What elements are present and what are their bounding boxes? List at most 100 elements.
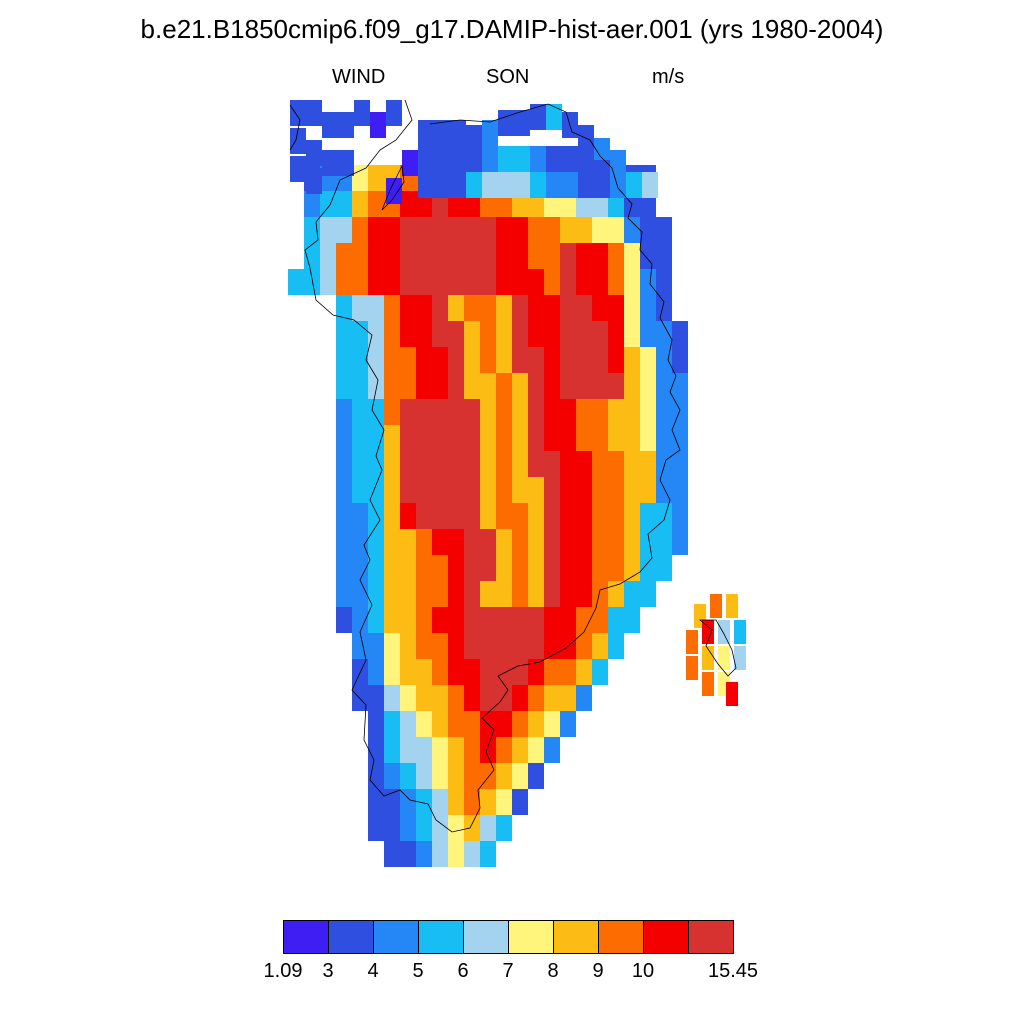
wind-speed-cell	[464, 347, 480, 373]
wind-speed-cell	[368, 269, 384, 295]
wind-speed-cell	[576, 555, 592, 581]
wind-speed-cell	[496, 217, 512, 243]
wind-speed-cell	[306, 168, 322, 194]
wind-speed-cell	[656, 425, 672, 451]
colorbar-swatch	[328, 920, 374, 954]
wind-speed-cell	[640, 295, 656, 321]
wind-speed-cell	[384, 685, 400, 711]
wind-speed-cell	[528, 373, 544, 399]
wind-speed-cell	[368, 191, 384, 217]
wind-speed-cell	[448, 711, 464, 737]
wind-speed-cell	[514, 172, 530, 198]
wind-speed-cell	[544, 503, 560, 529]
wind-speed-cell	[512, 269, 528, 295]
wind-speed-cell	[336, 607, 352, 633]
wind-speed-cell	[368, 373, 384, 399]
wind-speed-cell	[608, 399, 624, 425]
colorbar-tick-label: 9	[592, 960, 604, 982]
wind-speed-cell	[336, 451, 352, 477]
wind-speed-cell	[512, 789, 528, 815]
wind-speed-cell	[496, 659, 512, 685]
wind-speed-cell	[432, 451, 448, 477]
wind-speed-cell	[384, 841, 400, 867]
wind-speed-cell	[368, 477, 384, 503]
wind-speed-cell	[560, 451, 576, 477]
wind-speed-cell	[624, 217, 640, 243]
wind-speed-cell	[528, 555, 544, 581]
wind-speed-cell	[496, 763, 512, 789]
wind-speed-cell	[512, 399, 528, 425]
wind-speed-cell	[290, 156, 306, 182]
wind-speed-cell	[448, 815, 464, 841]
wind-speed-cell	[512, 477, 528, 503]
wind-speed-cell	[480, 243, 496, 269]
wind-speed-cell	[498, 172, 514, 198]
wind-speed-cell	[432, 581, 448, 607]
wind-speed-cell	[608, 477, 624, 503]
wind-speed-cell	[498, 110, 514, 136]
wind-speed-cell	[432, 243, 448, 269]
wind-speed-cell	[496, 347, 512, 373]
wind-speed-cell	[384, 295, 400, 321]
wind-speed-cell	[640, 347, 656, 373]
wind-speed-cell	[320, 243, 336, 269]
wind-speed-cell	[384, 607, 400, 633]
wind-speed-cell	[464, 815, 480, 841]
wind-speed-cell	[448, 737, 464, 763]
colorbar-swatch	[373, 920, 419, 954]
wind-speed-cell	[624, 347, 640, 373]
wind-speed-cell	[464, 711, 480, 737]
wind-speed-cell	[368, 425, 384, 451]
wind-speed-cell	[592, 243, 608, 269]
wind-speed-cell	[400, 191, 416, 217]
wind-speed-cells	[288, 100, 746, 867]
wind-speed-cell	[560, 269, 576, 295]
wind-speed-cell	[592, 399, 608, 425]
wind-speed-cell	[592, 269, 608, 295]
wind-speed-cell	[592, 295, 608, 321]
wind-speed-cell	[496, 555, 512, 581]
wind-speed-cell	[384, 633, 400, 659]
wind-speed-cell	[432, 477, 448, 503]
wind-speed-cell	[368, 581, 384, 607]
wind-speed-cell	[352, 243, 368, 269]
wind-speed-cell	[640, 399, 656, 425]
wind-speed-cell	[576, 477, 592, 503]
wind-speed-cell	[448, 763, 464, 789]
wind-speed-cell	[576, 347, 592, 373]
wind-speed-cell	[384, 581, 400, 607]
colorbar-tick-label: 4	[367, 960, 379, 982]
wind-speed-cell	[336, 477, 352, 503]
variable-label: WIND	[332, 66, 386, 88]
wind-speed-cell	[560, 685, 576, 711]
wind-speed-cell	[416, 763, 432, 789]
wind-speed-cell	[560, 295, 576, 321]
wind-speed-cell	[464, 503, 480, 529]
wind-speed-cell	[432, 347, 448, 373]
wind-speed-cell	[432, 737, 448, 763]
wind-speed-cell	[480, 321, 496, 347]
wind-speed-cell	[640, 451, 656, 477]
wind-speed-cell	[480, 269, 496, 295]
wind-speed-cell	[496, 269, 512, 295]
wind-speed-cell	[528, 321, 544, 347]
wind-speed-cell	[480, 217, 496, 243]
wind-speed-cell	[352, 529, 368, 555]
wind-speed-cell	[624, 503, 640, 529]
wind-speed-cell	[544, 217, 560, 243]
wind-speed-cell	[672, 477, 688, 503]
wind-speed-cell	[512, 321, 528, 347]
wind-speed-cell	[288, 269, 304, 295]
wind-speed-cell	[528, 269, 544, 295]
wind-speed-cell	[640, 243, 656, 269]
wind-speed-cell	[656, 321, 672, 347]
wind-speed-cell	[432, 295, 448, 321]
wind-speed-cell	[496, 633, 512, 659]
wind-speed-cell	[400, 789, 416, 815]
wind-speed-cell	[400, 477, 416, 503]
wind-speed-cell	[416, 451, 432, 477]
wind-speed-cell	[672, 451, 688, 477]
wind-speed-cell	[640, 555, 656, 581]
wind-speed-cell	[672, 425, 688, 451]
wind-speed-cell	[576, 581, 592, 607]
